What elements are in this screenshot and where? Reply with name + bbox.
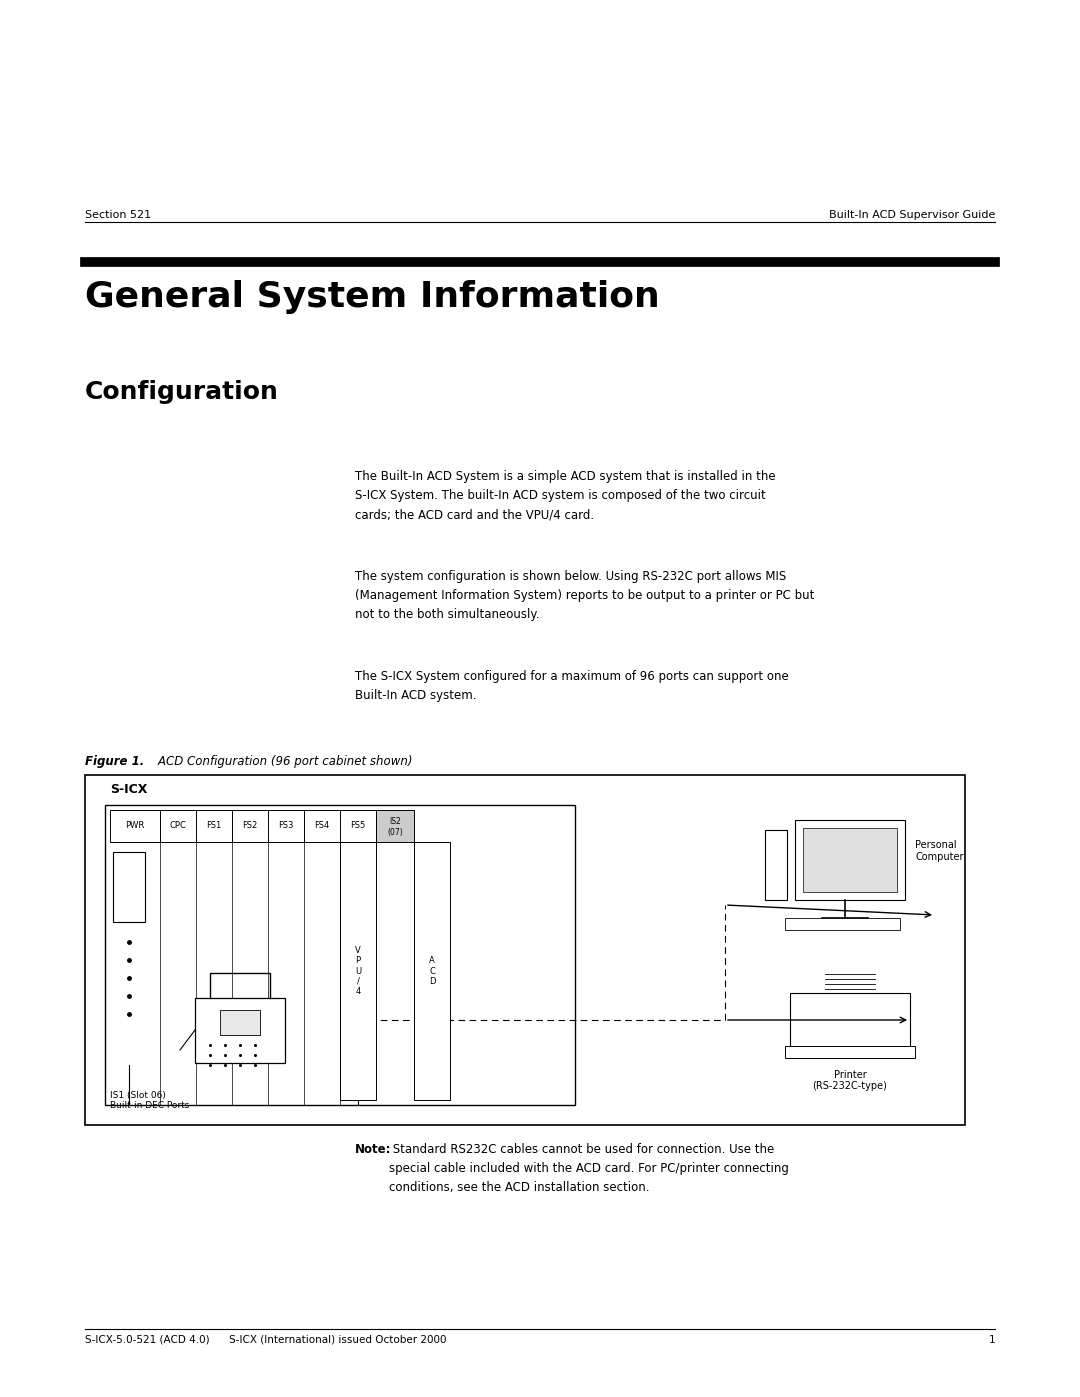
Bar — [789, 992, 910, 1048]
Bar — [340, 810, 376, 842]
Text: CPC: CPC — [170, 821, 187, 830]
Text: FS2: FS2 — [242, 821, 258, 830]
Bar — [232, 810, 268, 842]
Text: The Built-In ACD System is a simple ACD system that is installed in the
S-ICX Sy: The Built-In ACD System is a simple ACD … — [355, 469, 775, 521]
Text: FS3: FS3 — [279, 821, 294, 830]
Text: A
C
D: A C D — [429, 956, 435, 986]
Text: FS1: FS1 — [206, 821, 221, 830]
Text: Standard RS232C cables cannot be used for connection. Use the
special cable incl: Standard RS232C cables cannot be used fo… — [389, 1143, 788, 1194]
Bar — [268, 810, 303, 842]
Bar — [765, 830, 787, 900]
Text: Built-In ACD Supervisor Guide: Built-In ACD Supervisor Guide — [828, 210, 995, 219]
Text: (07): (07) — [387, 828, 403, 837]
Bar — [195, 810, 232, 842]
Text: FS5: FS5 — [350, 821, 366, 830]
Bar — [303, 810, 340, 842]
Bar — [110, 810, 160, 842]
Text: Configuration: Configuration — [85, 380, 279, 404]
Bar — [785, 918, 900, 930]
Bar — [220, 1010, 260, 1035]
Text: Printer
(RS-232C-type): Printer (RS-232C-type) — [812, 1070, 888, 1091]
Text: The S-ICX System configured for a maximum of 96 ports can support one
Built-In A: The S-ICX System configured for a maximu… — [355, 671, 788, 703]
Text: Personal
Computer: Personal Computer — [915, 840, 963, 862]
Text: IS1 (Slot 06)
Built-in DEC Ports: IS1 (Slot 06) Built-in DEC Ports — [110, 1091, 189, 1111]
Bar — [105, 805, 575, 1105]
Bar — [160, 810, 195, 842]
Bar — [113, 852, 145, 922]
Text: PWR: PWR — [125, 821, 145, 830]
Bar — [795, 820, 905, 900]
Bar — [195, 997, 285, 1063]
Text: 1: 1 — [988, 1336, 995, 1345]
Text: General System Information: General System Information — [85, 279, 660, 314]
Text: Note:: Note: — [355, 1143, 391, 1155]
Text: Figure 1.: Figure 1. — [85, 754, 145, 768]
Bar — [376, 810, 414, 842]
Text: FS4: FS4 — [314, 821, 329, 830]
Bar — [785, 1045, 915, 1058]
Bar — [414, 842, 450, 1099]
Text: IS2: IS2 — [389, 816, 401, 826]
Text: S-ICX-5.0-521 (ACD 4.0)      S-ICX (International) issued October 2000: S-ICX-5.0-521 (ACD 4.0) S-ICX (Internati… — [85, 1336, 446, 1345]
Text: Section 521: Section 521 — [85, 210, 151, 219]
Text: The system configuration is shown below. Using RS-232C port allows MIS
(Manageme: The system configuration is shown below.… — [355, 570, 814, 622]
Bar — [804, 828, 897, 893]
Bar — [340, 842, 376, 1099]
Text: V
P
U
/
4: V P U / 4 — [355, 946, 361, 996]
Bar — [85, 775, 966, 1125]
Text: ACD Configuration (96 port cabinet shown): ACD Configuration (96 port cabinet shown… — [143, 754, 413, 768]
Text: S-ICX: S-ICX — [110, 782, 147, 796]
